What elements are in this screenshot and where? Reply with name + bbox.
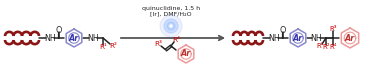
Text: O: O — [56, 26, 62, 34]
Text: R³: R³ — [329, 26, 337, 32]
Text: [Ir], DMF/H₂O: [Ir], DMF/H₂O — [150, 12, 192, 16]
Text: R⁴: R⁴ — [172, 37, 180, 43]
Text: Ar: Ar — [293, 34, 303, 42]
Text: Ar: Ar — [345, 34, 355, 42]
Circle shape — [170, 25, 172, 27]
Text: R³: R³ — [154, 41, 162, 47]
Text: Ar: Ar — [181, 50, 191, 58]
Circle shape — [164, 19, 178, 33]
Circle shape — [169, 24, 173, 28]
Text: O: O — [280, 26, 286, 34]
Circle shape — [167, 22, 175, 30]
Circle shape — [160, 15, 182, 37]
Text: quinuclidine, 1.5 h: quinuclidine, 1.5 h — [142, 6, 200, 10]
Text: Ar: Ar — [69, 34, 79, 42]
Text: R²: R² — [322, 44, 330, 50]
Text: R¹: R¹ — [99, 44, 107, 50]
Text: R²: R² — [109, 43, 117, 49]
Text: NH: NH — [310, 34, 322, 42]
Text: NH: NH — [87, 34, 99, 42]
Text: R⁴: R⁴ — [329, 44, 337, 50]
Text: NH: NH — [44, 34, 56, 42]
Text: NH: NH — [268, 34, 280, 42]
Text: R¹: R¹ — [316, 43, 324, 49]
